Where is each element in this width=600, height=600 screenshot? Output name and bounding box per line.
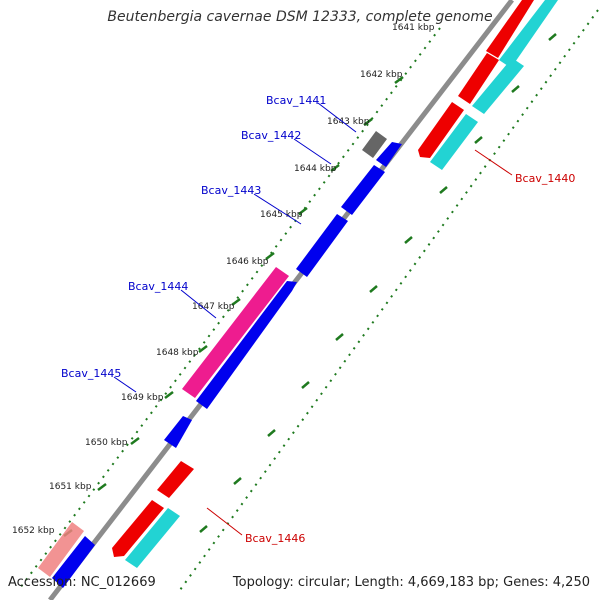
tick-label: 1643 kbp bbox=[327, 117, 370, 127]
gene-bcav-1444[interactable] bbox=[196, 281, 297, 409]
tick-label: 1651 kbp bbox=[49, 482, 92, 492]
tick-mark bbox=[298, 207, 308, 215]
gene-bcav-1446-red-upper[interactable] bbox=[157, 461, 194, 498]
gene-label-bcav-1444[interactable]: Bcav_1444 bbox=[128, 280, 188, 293]
tick-mark bbox=[404, 236, 413, 244]
tick-mark bbox=[301, 381, 310, 389]
tick-mark bbox=[474, 136, 483, 144]
outer-strand-genes bbox=[112, 0, 558, 568]
gene-bcav-1442[interactable] bbox=[341, 165, 385, 215]
gene-bcav-1440-red[interactable] bbox=[458, 53, 499, 104]
tick-label: 1642 kbp bbox=[360, 70, 403, 80]
tick-label: 1649 kbp bbox=[121, 393, 164, 403]
gene-bcav-1440-cyan[interactable] bbox=[472, 58, 524, 114]
gene-cyan-top[interactable] bbox=[499, 0, 558, 68]
outer-dotted-guide bbox=[179, 9, 599, 591]
tick-mark bbox=[394, 76, 404, 84]
gene-bcav-1445[interactable] bbox=[164, 416, 192, 448]
gene-label-bcav-1445[interactable]: Bcav_1445 bbox=[61, 367, 121, 380]
tick-label: 1645 kbp bbox=[260, 210, 303, 220]
tick-mark bbox=[267, 429, 276, 437]
gene-label-bcav-1441[interactable]: Bcav_1441 bbox=[266, 94, 326, 107]
gene-bcav-1441[interactable] bbox=[362, 131, 387, 158]
gene-bcav-1446-red[interactable] bbox=[112, 500, 164, 557]
gene-cyan-mid[interactable] bbox=[430, 114, 478, 170]
accession-label: Accession: NC_012669 bbox=[8, 575, 156, 590]
gene-red-top[interactable] bbox=[486, 0, 534, 58]
gene-bcav-1442-upper[interactable] bbox=[376, 142, 402, 167]
tick-mark bbox=[231, 298, 241, 306]
tick-label: 1648 kbp bbox=[156, 348, 199, 358]
tick-mark bbox=[369, 285, 378, 293]
tick-mark bbox=[363, 118, 373, 126]
gene-label-bcav-1446[interactable]: Bcav_1446 bbox=[245, 532, 305, 545]
inner-strand-genes bbox=[38, 131, 402, 588]
tick-label: 1644 kbp bbox=[294, 164, 337, 174]
tick-mark bbox=[164, 391, 174, 399]
gene-label-bcav-1443[interactable]: Bcav_1443 bbox=[201, 184, 261, 197]
tick-mark bbox=[439, 186, 448, 194]
tick-mark bbox=[511, 85, 520, 93]
tick-label: 1641 kbp bbox=[392, 23, 435, 33]
tick-mark bbox=[233, 477, 242, 485]
gene-label-bcav-1442[interactable]: Bcav_1442 bbox=[241, 129, 301, 142]
genome-summary-label: Topology: circular; Length: 4,669,183 bp… bbox=[232, 575, 590, 590]
tick-mark bbox=[97, 483, 107, 491]
gene-pink[interactable] bbox=[38, 522, 84, 577]
gene-bcav-1444-magenta[interactable] bbox=[182, 267, 289, 398]
gene-label-bcav-1440[interactable]: Bcav_1440 bbox=[515, 172, 575, 185]
gene-bcav-1443[interactable] bbox=[296, 214, 348, 277]
tick-label: 1647 kbp bbox=[192, 302, 235, 312]
gene-blue-bottom[interactable] bbox=[52, 536, 95, 588]
tick-label: 1646 kbp bbox=[226, 257, 269, 267]
tick-mark bbox=[335, 333, 344, 341]
genome-title: Beutenbergia cavernae DSM 12333, complet… bbox=[107, 9, 493, 25]
tick-label: 1652 kbp bbox=[12, 526, 55, 536]
tick-mark bbox=[265, 252, 275, 260]
tick-mark bbox=[199, 525, 208, 533]
gene-red-mid[interactable] bbox=[418, 102, 464, 158]
outer-tick-marks bbox=[199, 33, 557, 533]
tick-mark bbox=[198, 345, 208, 353]
gene-label-group: Bcav_1441 Bcav_1442 Bcav_1443 Bcav_1444 … bbox=[61, 94, 575, 545]
tick-mark bbox=[330, 164, 340, 172]
tick-mark bbox=[130, 437, 140, 445]
tick-mark bbox=[548, 33, 557, 41]
tick-label: 1650 kbp bbox=[85, 438, 128, 448]
gene-bcav-1446-cyan[interactable] bbox=[125, 508, 180, 568]
